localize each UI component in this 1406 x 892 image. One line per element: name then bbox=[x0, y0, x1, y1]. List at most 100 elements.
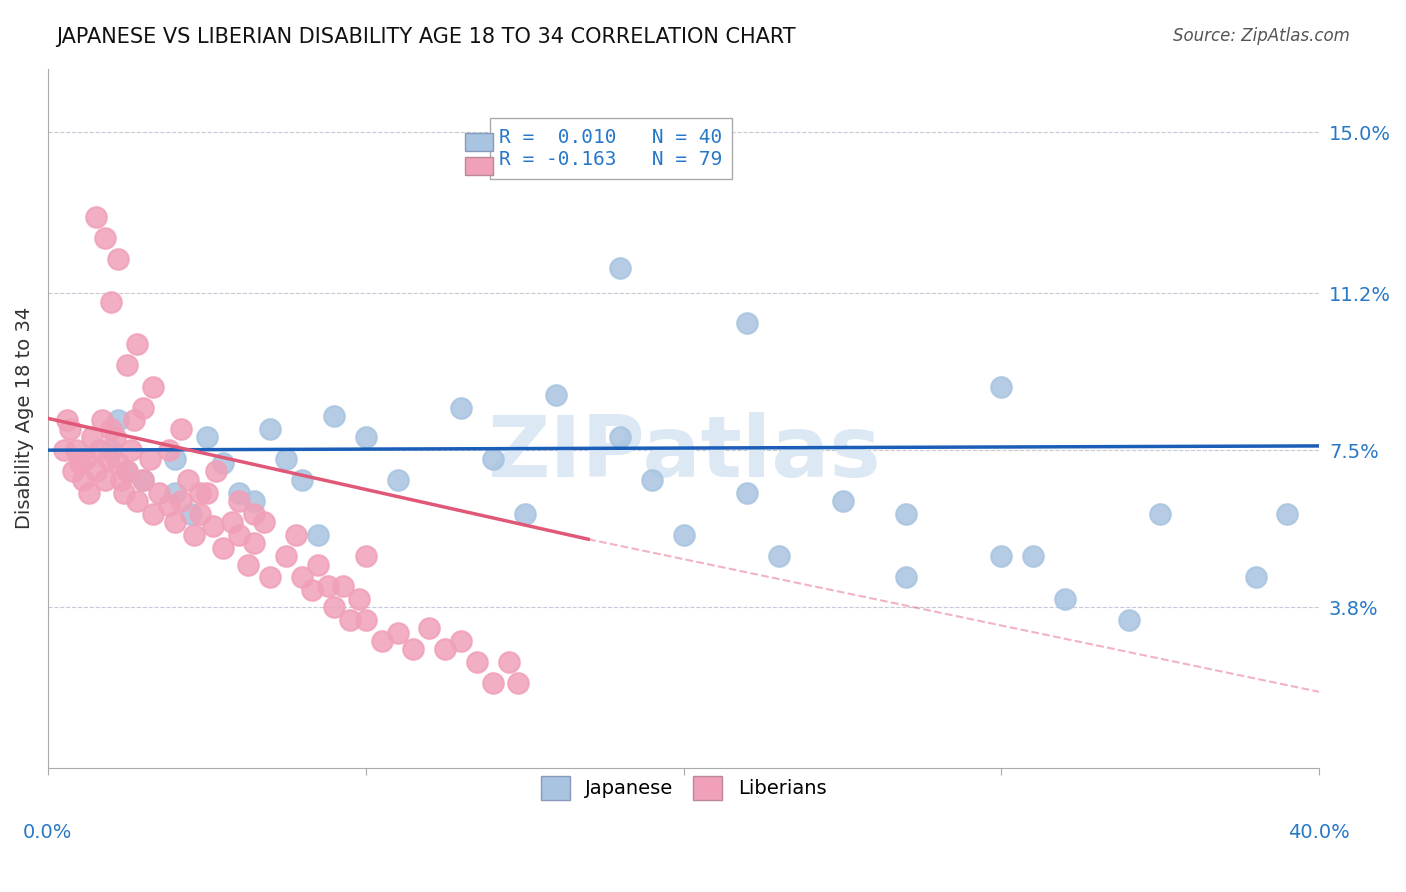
Point bbox=[735, 316, 758, 330]
Point bbox=[354, 613, 377, 627]
Point bbox=[94, 231, 117, 245]
Point bbox=[87, 443, 110, 458]
Point bbox=[990, 379, 1012, 393]
Point bbox=[672, 528, 695, 542]
Point bbox=[100, 422, 122, 436]
Point bbox=[170, 494, 193, 508]
Point bbox=[228, 494, 250, 508]
Point bbox=[75, 451, 97, 466]
Point bbox=[307, 558, 329, 572]
Point bbox=[768, 549, 790, 564]
Point bbox=[284, 528, 307, 542]
Point bbox=[107, 413, 129, 427]
Point bbox=[122, 413, 145, 427]
Point bbox=[163, 485, 186, 500]
Point bbox=[94, 473, 117, 487]
Point bbox=[170, 422, 193, 436]
Point bbox=[609, 260, 631, 275]
Legend: Japanese, Liberians: Japanese, Liberians bbox=[533, 768, 834, 807]
Point bbox=[117, 359, 139, 373]
Point bbox=[211, 541, 233, 555]
Point bbox=[316, 579, 339, 593]
Point bbox=[62, 464, 84, 478]
Point bbox=[349, 591, 371, 606]
Point bbox=[418, 621, 440, 635]
Text: 0.0%: 0.0% bbox=[24, 823, 73, 842]
Text: ZIPatlas: ZIPatlas bbox=[486, 412, 880, 495]
Point bbox=[236, 558, 259, 572]
Point bbox=[107, 456, 129, 470]
Point bbox=[125, 494, 148, 508]
Point bbox=[142, 379, 165, 393]
Text: JAPANESE VS LIBERIAN DISABILITY AGE 18 TO 34 CORRELATION CHART: JAPANESE VS LIBERIAN DISABILITY AGE 18 T… bbox=[56, 27, 796, 46]
Point bbox=[117, 464, 139, 478]
Point bbox=[104, 430, 127, 444]
Point bbox=[508, 676, 530, 690]
Point bbox=[1277, 507, 1299, 521]
Point bbox=[259, 570, 281, 584]
Point bbox=[253, 515, 276, 529]
Point bbox=[465, 655, 488, 669]
Point bbox=[1022, 549, 1045, 564]
Point bbox=[498, 655, 520, 669]
Point bbox=[1244, 570, 1267, 584]
Point bbox=[387, 473, 409, 487]
Point bbox=[163, 515, 186, 529]
Point bbox=[82, 430, 104, 444]
Point bbox=[1149, 507, 1171, 521]
Point bbox=[735, 485, 758, 500]
Point bbox=[120, 443, 142, 458]
Bar bbox=[465, 157, 494, 175]
Point bbox=[69, 456, 91, 470]
Point bbox=[402, 642, 425, 657]
Point bbox=[894, 507, 917, 521]
Point bbox=[243, 494, 266, 508]
Point bbox=[609, 430, 631, 444]
Point bbox=[157, 498, 180, 512]
Point bbox=[1053, 591, 1076, 606]
Point bbox=[1118, 613, 1140, 627]
Point bbox=[339, 613, 361, 627]
Point bbox=[228, 528, 250, 542]
Point bbox=[243, 507, 266, 521]
Point bbox=[77, 485, 100, 500]
Point bbox=[157, 443, 180, 458]
Y-axis label: Disability Age 18 to 34: Disability Age 18 to 34 bbox=[15, 307, 34, 530]
Point bbox=[205, 464, 228, 478]
Point bbox=[202, 519, 225, 533]
Point bbox=[482, 451, 505, 466]
Point bbox=[831, 494, 853, 508]
Point bbox=[56, 413, 79, 427]
Point bbox=[97, 451, 120, 466]
Point bbox=[307, 528, 329, 542]
Point bbox=[112, 485, 135, 500]
Point bbox=[148, 485, 170, 500]
Point bbox=[132, 473, 155, 487]
Point bbox=[450, 401, 472, 415]
Point bbox=[323, 600, 346, 615]
Text: Source: ZipAtlas.com: Source: ZipAtlas.com bbox=[1173, 27, 1350, 45]
Point bbox=[332, 579, 354, 593]
Point bbox=[228, 485, 250, 500]
Point bbox=[90, 413, 112, 427]
Point bbox=[546, 388, 568, 402]
Point bbox=[100, 443, 122, 458]
Point bbox=[482, 676, 505, 690]
Point bbox=[195, 430, 218, 444]
Point bbox=[276, 549, 298, 564]
Point bbox=[190, 507, 212, 521]
Point bbox=[52, 443, 75, 458]
Text: R =  0.010   N = 40
R = -0.163   N = 79: R = 0.010 N = 40 R = -0.163 N = 79 bbox=[499, 128, 723, 169]
Point bbox=[894, 570, 917, 584]
Point bbox=[125, 337, 148, 351]
Point bbox=[100, 294, 122, 309]
Point bbox=[354, 549, 377, 564]
Point bbox=[291, 473, 314, 487]
Point bbox=[163, 451, 186, 466]
Point bbox=[138, 451, 160, 466]
Point bbox=[190, 485, 212, 500]
Point bbox=[276, 451, 298, 466]
Bar bbox=[465, 133, 494, 151]
Point bbox=[65, 443, 87, 458]
Point bbox=[195, 485, 218, 500]
